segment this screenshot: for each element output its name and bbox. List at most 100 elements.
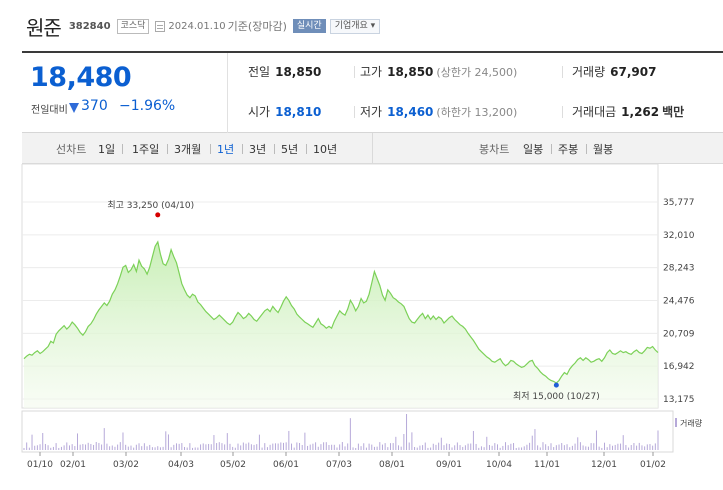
x-tick-label: 12/01 [591,460,617,470]
volume-bar [633,442,635,450]
volume-bar [609,444,611,450]
period-1d[interactable]: 1일 [98,143,116,156]
period-5y[interactable]: 5년 [281,143,299,156]
volume-bar [593,443,595,450]
x-tick-label: 08/01 [379,460,405,470]
period-1w[interactable]: 1주일 [132,143,160,156]
line-chart-label: 선차트 [56,143,87,156]
amount: 거래대금 1,262 백만 [572,103,684,120]
volume-bar [349,418,351,450]
period-1y[interactable]: 1년 [217,143,235,156]
period-3y[interactable]: 3년 [249,143,267,156]
volume-bar [381,444,383,450]
realtime-button[interactable]: 실시간 [292,19,326,33]
x-axis-labels: 01/10 02/01 03/02 04/03 05/02 06/01 07/03 08/01… [27,452,666,470]
volume-bar [307,445,309,450]
volume-bar [443,445,445,450]
volume-bar [614,444,616,450]
volume-bar [299,442,301,450]
volume-bar [23,448,25,450]
volume-bar [625,445,627,450]
volume-bar [406,414,408,450]
volume-bar [416,447,418,450]
volume-bar [531,435,533,450]
volume-bar [387,447,389,450]
divider [354,106,355,118]
volume-bar [529,442,531,450]
volume-bar [44,443,46,450]
volume-bar [138,443,140,450]
divider [551,144,552,154]
volume-bar [240,445,242,450]
period-10y[interactable]: 10년 [313,143,338,156]
volume-bar [654,443,656,450]
high-marker [155,212,161,218]
candle-weekly[interactable]: 주봉 [558,143,579,156]
volume-bar [146,446,148,450]
prev-close-value: 18,850 [275,65,322,79]
volume-bar [400,446,402,450]
x-tick-label: 01/10 [27,460,53,470]
volume-bar [210,444,212,450]
volume-bar [232,446,234,450]
volume-bar [127,446,129,450]
volume-bar [221,443,223,450]
volume-bar [90,443,92,450]
volume-bar [229,443,231,450]
volume-bar [213,435,215,450]
price-chart[interactable]: 35,777 32,010 28,243 24,476 20,709 16,942 13,1… [0,164,723,490]
volume-bar [165,431,167,450]
volume-bar [355,447,357,450]
volume-bar [494,443,496,450]
volume-bar [395,436,397,450]
x-tick-label: 02/01 [60,460,86,470]
volume-bar [282,442,284,450]
volume-bar [590,443,592,450]
volume-bar [167,434,169,450]
volume-bar [521,447,523,450]
prev-close-label: 전일 [248,65,271,79]
low: 저가 18,460 (하한가 13,200) [360,103,517,120]
volume-bar [601,447,603,450]
volume-bar [31,434,33,450]
volume-bar [553,447,555,450]
volume-bar [111,445,113,450]
volume-bar [448,443,450,450]
volume-bar [470,443,472,450]
volume-bar [200,444,202,450]
high-annotation: 최고 33,250 (04/10) [107,200,194,211]
divider [372,133,373,163]
volume-bar [26,442,28,450]
divider [122,144,123,154]
candle-daily[interactable]: 일봉 [523,143,544,156]
company-overview-button[interactable]: 기업개요 ▾ [329,18,381,34]
volume-bar [505,442,507,450]
volume-bar [384,443,386,450]
amount-unit: 백만 [662,105,685,119]
volume-bar [192,447,194,450]
volume-bar [304,432,306,450]
diff-label: 전일대비 [31,105,68,116]
volume-bar [571,445,573,450]
volume-bar [419,445,421,450]
volume-bar [253,444,255,450]
volume-bar [459,445,461,450]
volume-bar [432,443,434,450]
volume-bar [60,446,62,450]
high-label: 고가 [360,65,383,79]
volume-bar [360,446,362,450]
candle-monthly[interactable]: 월봉 [593,143,614,156]
volume-bar [79,444,81,450]
volume-bar [392,443,394,450]
volume-bar [585,446,587,450]
volume-bar [186,447,188,450]
y-axis-labels: 35,777 32,010 28,243 24,476 20,709 16,942 13,1… [663,198,695,405]
period-3m[interactable]: 3개월 [174,143,202,156]
volume-bar [347,443,349,450]
volume-bar [103,428,105,450]
volume-bar [52,446,54,450]
stock-code: 382840 [68,20,111,32]
volume-bar [224,444,226,450]
period-bar: 선차트 1일 1주일 3개월 1년 3년 5년 10년 봉차트 일봉 주봉 월봉 [22,133,723,164]
volume-bar [71,444,73,450]
